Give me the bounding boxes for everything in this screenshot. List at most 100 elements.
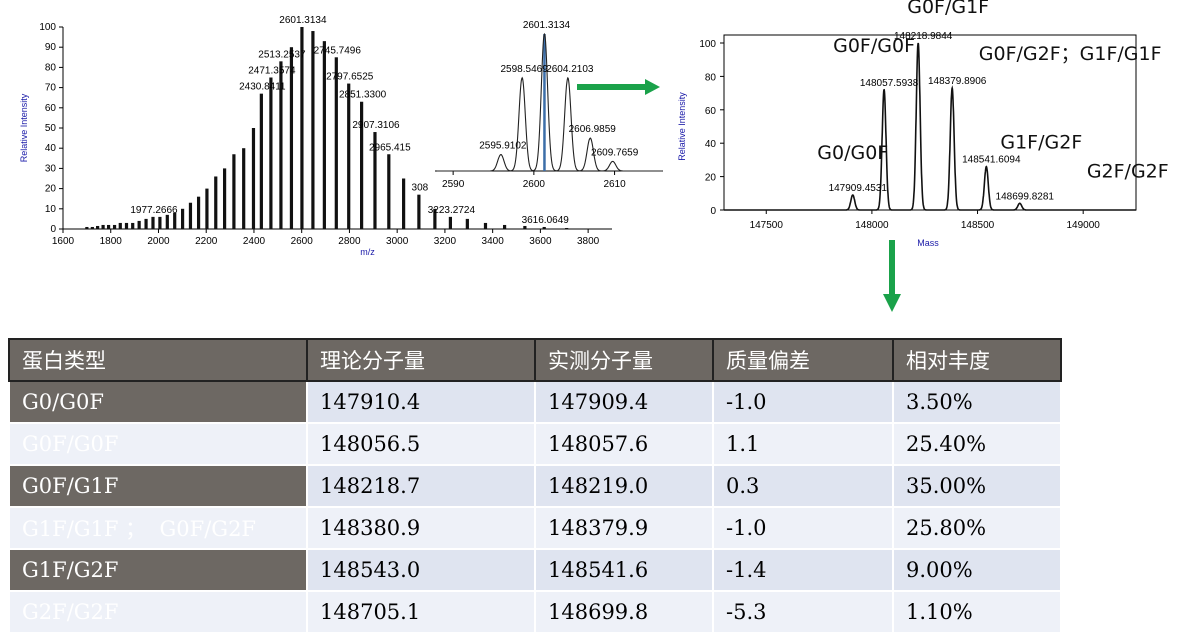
mz-x-tick-label: 2400 xyxy=(243,236,266,247)
glycoform-label: G1F/G2F xyxy=(1000,132,1082,154)
glycoform-label: G0F/G1F xyxy=(907,0,989,18)
mz-y-tick-label: 50 xyxy=(45,123,57,134)
mz-peak-bar xyxy=(101,224,105,229)
mz-peak-label: 2907.3106 xyxy=(352,120,400,131)
mz-peak-bar xyxy=(118,222,122,229)
cell-mass-deviation: 1.1 xyxy=(712,422,894,466)
mass-x-tick-label: 147500 xyxy=(750,220,784,231)
mz-peak-bar xyxy=(124,222,129,229)
table-row: G1F/G1F ； G0F/G2F 148380.9 148379.9 -1.0… xyxy=(8,506,1062,550)
mz-peak-label: 2851.3300 xyxy=(339,90,387,101)
cell-relative-abundance: 25.80% xyxy=(892,506,1062,550)
mass-y-tick-label: 20 xyxy=(705,173,717,184)
mz-y-axis-label: Relative Intensity xyxy=(19,93,29,162)
cell-measured-mass: 148541.6 xyxy=(534,548,714,592)
mz-peak-bar xyxy=(188,202,193,229)
mz-peak-bar xyxy=(242,148,246,229)
cell-relative-abundance: 35.00% xyxy=(892,464,1062,508)
mz-peak-bar xyxy=(232,154,236,229)
cell-measured-mass: 148219.0 xyxy=(534,464,714,508)
mz-peak-bar xyxy=(173,212,177,229)
mass-peak-label: 148218.9844 xyxy=(894,31,953,42)
cell-protein-type: G0F/G1F xyxy=(8,464,308,508)
mz-peak-bar xyxy=(322,41,326,229)
mass-y-tick-label: 0 xyxy=(710,206,716,217)
mz-peak-bar xyxy=(360,101,364,229)
inset-peak-label: 2604.2103 xyxy=(546,64,594,75)
glycoform-label: G0F/G0F xyxy=(833,35,915,57)
mz-peak-label: 2430.8411 xyxy=(239,82,286,93)
mz-peak-bar xyxy=(214,176,218,229)
mz-peak-label: 2745.7496 xyxy=(314,45,362,56)
mz-y-tick-label: 30 xyxy=(45,163,57,174)
mz-peak-bar xyxy=(542,226,546,229)
mass-y-axis-label: Relative Intensity xyxy=(677,92,687,161)
mz-peak-bar xyxy=(144,218,148,229)
cell-mass-deviation: -1.4 xyxy=(712,548,894,592)
mz-peak-bar xyxy=(131,222,135,229)
mz-peak-bar xyxy=(373,132,377,229)
inset-x-tick-label: 2600 xyxy=(523,179,546,190)
cell-mass-deviation: -1.0 xyxy=(712,506,894,550)
mz-peak-bar xyxy=(523,225,527,229)
mz-y-tick-label: 0 xyxy=(50,224,56,235)
cell-measured-mass: 148379.9 xyxy=(534,506,714,550)
mz-peak-label: 2797.6525 xyxy=(326,72,374,83)
mz-peak-bar xyxy=(311,31,315,230)
glycoform-label: G0F/G2F；G1F/G1F xyxy=(979,43,1162,65)
cell-theoretical-mass: 148380.9 xyxy=(306,506,536,550)
inset-peak-label: 2601.3134 xyxy=(523,20,571,31)
mz-y-tick-label: 100 xyxy=(39,22,56,33)
mass-x-axis-label: Mass xyxy=(917,238,939,248)
inset-peak-label: 2598.5469 xyxy=(500,64,548,75)
cell-protein-type: G0F/G0F xyxy=(8,422,308,466)
mz-peak-bar xyxy=(502,224,507,229)
mz-peak-label: 3616.0649 xyxy=(522,215,570,226)
table-row: G0F/G1F 148218.7 148219.0 0.3 35.00% xyxy=(8,464,1062,508)
mass-peak-label: 148379.8906 xyxy=(928,76,987,87)
mass-peak-label: 148541.6094 xyxy=(962,155,1021,166)
down-arrow-icon xyxy=(883,294,901,312)
mz-peak-bar xyxy=(289,47,294,230)
table-row: G0/G0F 147910.4 147909.4 -1.0 3.50% xyxy=(8,380,1062,424)
inset-x-tick-label: 2610 xyxy=(603,179,626,190)
mz-peak-bar xyxy=(85,226,89,229)
inset-peak-label: 2609.7659 xyxy=(591,147,639,158)
mz-peak-bar xyxy=(151,216,155,229)
mz-peak-bar xyxy=(205,188,209,229)
glycoform-label: G2F/G2F xyxy=(1087,160,1169,182)
cell-measured-mass: 148699.8 xyxy=(534,590,714,634)
mz-peak-label: 2513.2537 xyxy=(258,49,306,60)
mz-peak-bar xyxy=(251,128,256,229)
mz-peak-bar xyxy=(106,224,111,229)
cell-relative-abundance: 3.50% xyxy=(892,380,1062,424)
cell-relative-abundance: 9.00% xyxy=(892,548,1062,592)
mz-peak-bar xyxy=(279,61,283,230)
cell-protein-type: G0/G0F xyxy=(8,380,308,424)
cell-theoretical-mass: 148056.5 xyxy=(306,422,536,466)
cell-relative-abundance: 1.10% xyxy=(892,590,1062,634)
mz-peak-bar xyxy=(96,225,100,229)
right-arrow-icon xyxy=(645,79,660,95)
mass-peak-label: 148057.5938 xyxy=(860,78,919,89)
mz-peak-bar xyxy=(387,154,391,229)
mz-y-tick-label: 10 xyxy=(45,204,57,215)
cell-protein-type: G2F/G2F xyxy=(8,590,308,634)
inset-background xyxy=(432,40,667,190)
table-row: G2F/G2F 148705.1 148699.8 -5.3 1.10% xyxy=(8,590,1062,634)
mz-peak-bar xyxy=(465,218,469,229)
glycoform-label: G0/G0F xyxy=(817,142,888,164)
mz-peak-bar xyxy=(180,208,185,229)
mz-peak-bar xyxy=(433,208,437,229)
cell-protein-type: G1F/G2F xyxy=(8,548,308,592)
table-row: G1F/G2F 148543.0 148541.6 -1.4 9.00% xyxy=(8,548,1062,592)
mz-peak-bar xyxy=(269,77,273,229)
mz-y-tick-label: 60 xyxy=(45,103,57,114)
cell-relative-abundance: 25.40% xyxy=(892,422,1062,466)
mass-y-tick-label: 60 xyxy=(705,106,717,117)
mz-peak-bar xyxy=(158,216,162,229)
header-mass-deviation: 质量偏差 xyxy=(712,338,894,382)
mz-peak-bar xyxy=(334,57,338,229)
inset-peak-label: 2595.9102 xyxy=(479,141,527,152)
mz-peak-bar xyxy=(259,93,263,229)
